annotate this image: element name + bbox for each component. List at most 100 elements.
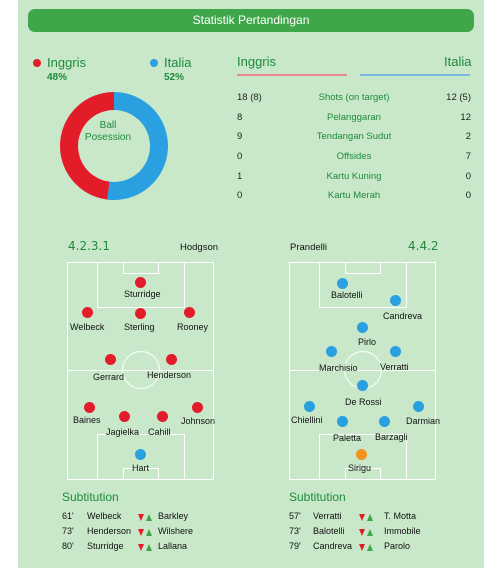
player-marker[interactable] [390,346,401,357]
player-name: Henderson [147,370,192,380]
sub-row: 73' Henderson Wilshere [62,526,242,540]
sub-in: Immobile [384,526,421,536]
page-title: Statistik Pertandingan [28,9,474,32]
stat-away-value: 0 [465,171,471,182]
sub-row: 57' Verratti T. Motta [289,511,469,525]
home-divider [237,74,347,76]
player-name: Balotelli [331,290,363,300]
player-marker[interactable] [413,401,424,412]
player-marker[interactable] [337,278,348,289]
player-name: Chiellini [291,415,323,425]
player-marker[interactable] [192,402,203,413]
home-formation: 4.2.3.1 [68,239,110,253]
player-marker[interactable] [135,449,146,460]
stat-away-value: 0 [465,190,471,201]
sub-minute: 73' [289,526,301,536]
stat-home-value: 1 [237,171,243,182]
away-possession-pct: 52% [164,72,185,83]
sub-arrows-icon [138,544,152,551]
home-bottom-box [97,434,185,480]
player-name: Baines [73,415,101,425]
player-name: Johnson [181,416,216,426]
sub-out: Balotelli [313,526,345,536]
player-name: De Rossi [345,397,382,407]
sub-row: 80' Sturridge Lallana [62,541,242,555]
player-name: Sirigu [348,463,372,473]
stat-label: Pelanggaran [327,112,381,123]
player-name: Marchisio [319,363,358,373]
sub-arrows-icon [138,529,152,536]
player-name: Sterling [124,322,155,332]
sub-row: 73' Balotelli Immobile [289,526,469,540]
sub-in: Barkley [158,511,189,521]
stats-home-header: Inggris [237,54,277,69]
stat-away-value: 12 [460,112,471,123]
player-marker[interactable] [84,402,95,413]
away-bottom-box [319,434,407,480]
player-name: Hart [132,463,150,473]
sub-row: 79' Candreva Parolo [289,541,469,555]
player-name: Welbeck [70,322,105,332]
player-marker[interactable] [135,308,146,319]
sub-out: Candreva [313,541,353,551]
player-marker[interactable] [157,411,168,422]
home-pitch [67,262,214,480]
sub-out: Verratti [313,511,342,521]
sub-row: 61' Welbeck Barkley [62,511,242,525]
away-formation: 4.4.2 [408,239,439,253]
player-marker[interactable] [119,411,130,422]
home-top-goal-area [123,262,159,274]
player-marker[interactable] [105,354,116,365]
player-marker[interactable] [184,307,195,318]
stat-home-value: 18 (8) [237,92,262,103]
player-marker[interactable] [326,346,337,357]
stat-label: Offsides [336,151,372,162]
player-marker[interactable] [337,416,348,427]
stat-row: 8 Pelanggaran 12 [237,112,471,126]
donut-hole [78,110,150,182]
sub-arrows-icon [359,529,373,536]
stat-home-value: 8 [237,112,243,123]
player-name: Sturridge [124,289,161,299]
sub-in: Wilshere [158,526,194,536]
player-name: Barzagli [375,432,408,442]
player-marker[interactable] [166,354,177,365]
home-center-circle [122,351,160,389]
player-marker[interactable] [82,307,93,318]
home-team-legend: Inggris [33,55,86,70]
sub-out: Sturridge [87,541,124,551]
player-marker[interactable] [304,401,315,412]
player-name: Cahill [148,427,171,437]
player-marker[interactable] [379,416,390,427]
home-top-box [97,262,185,308]
stat-label: Kartu Merah [327,190,381,201]
player-name: Pirlo [358,337,377,347]
possession-label-line2: Posession [84,132,132,143]
player-marker[interactable] [390,295,401,306]
sub-arrows-icon [359,544,373,551]
stat-away-value: 2 [465,131,471,142]
sub-in: T. Motta [384,511,417,521]
sub-out: Henderson [87,526,132,536]
player-name: Darmian [406,416,441,426]
stat-row: 0 Offsides 7 [237,151,471,165]
sub-minute: 73' [62,526,74,536]
stat-row: 0 Kartu Merah 0 [237,190,471,204]
sub-in: Parolo [384,541,411,551]
player-marker[interactable] [357,380,368,391]
player-marker[interactable] [357,322,368,333]
home-team-name: Inggris [47,55,87,70]
away-top-goal-area [345,262,381,274]
home-possession-pct: 48% [47,72,68,83]
sub-minute: 57' [289,511,301,521]
player-name: Rooney [177,322,209,332]
player-marker[interactable] [356,449,367,460]
stat-row: 18 (8) Shots (on target) 12 (5) [237,92,471,106]
away-divider [360,74,470,76]
away-pitch [289,262,436,480]
home-subs-title: Subtitution [62,490,119,504]
player-marker[interactable] [135,277,146,288]
stat-home-value: 0 [237,190,243,201]
away-bottom-goal-area [345,468,381,480]
player-name: Jagielka [106,427,140,437]
